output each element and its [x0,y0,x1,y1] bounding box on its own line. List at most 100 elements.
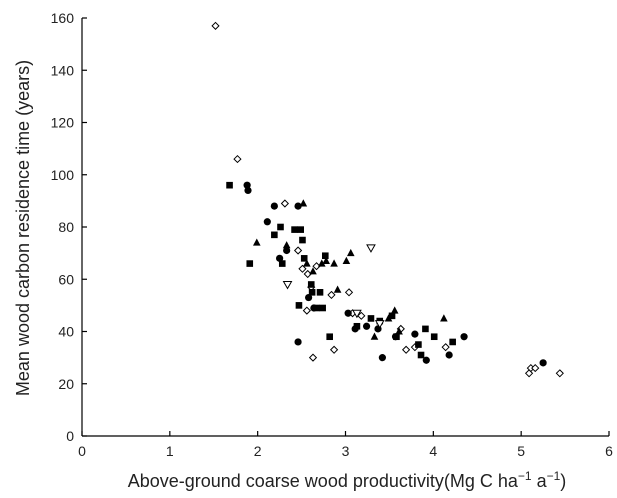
data-point-circle-filled [276,254,284,262]
data-point-circle-filled [422,356,430,364]
data-point-triangle-up-filled [440,314,448,322]
data-point-square-filled [388,312,396,320]
data-point-circle-filled [445,351,453,359]
data-point-circle-filled [294,338,302,346]
data-point-triangle-up-filled [282,241,291,249]
data-point-triangle-up-filled [390,306,399,314]
data-point-triangle-up-filled [299,199,308,207]
data-point-diamond-open [302,306,311,315]
y-tick-label: 120 [51,115,75,131]
data-point-circle-filled [411,330,419,338]
data-point-diamond-open [298,264,307,273]
data-point-triangle-up-filled [384,314,393,322]
data-point-diamond-open [531,363,540,373]
y-tick-label: 60 [58,271,74,287]
data-point-diamond-open [303,269,312,279]
data-point-circle-filled [539,359,547,367]
x-axis-title-sup1: −1 [518,469,532,483]
y-tick-label: 0 [66,428,74,444]
data-point-circle-filled [294,202,302,210]
data-point-diamond-open [308,353,318,362]
x-tick-label: 1 [166,443,174,459]
data-point-square-filled [353,322,361,330]
data-point-circle-filled [305,293,313,302]
x-axis-title: Above-ground coarse wood productivity(Mg… [128,469,567,491]
data-point-triangle-up-filled [330,259,338,267]
data-point-square-filled [299,236,306,244]
data-point-triangle-up-filled [395,327,403,335]
y-tick-label: 40 [58,324,74,340]
data-point-circle-filled [263,218,271,226]
data-point-diamond-open [280,199,290,208]
data-point-triangle-up-filled [322,256,330,264]
y-tick-label: 80 [58,219,74,235]
data-point-diamond-open [233,154,242,164]
data-point-triangle-up-filled [309,267,317,275]
x-tick-label: 0 [78,443,86,459]
data-point-diamond-open [401,345,411,354]
data-point-square-filled [319,304,326,312]
data-point-square-filled [393,333,400,341]
data-point-square-filled [417,351,425,359]
x-tick-label: 4 [429,443,437,459]
data-point-square-filled [246,260,254,267]
x-tick-label: 6 [605,443,613,459]
data-point-circle-filled [378,354,386,362]
data-point-diamond-open [327,290,336,300]
data-point-triangle-down-open [352,309,362,319]
x-tick-label: 3 [342,443,350,459]
data-point-diamond-open [329,345,339,354]
data-point-diamond-open [357,311,366,320]
y-tick-label: 100 [51,167,75,183]
data-point-square-filled [316,289,324,296]
data-point-square-filled [277,223,284,231]
x-tick-label: 5 [517,443,525,459]
data-point-triangle-up-filled [342,256,351,264]
data-point-diamond-open [555,369,564,378]
data-point-square-filled [321,252,329,260]
data-point-square-filled [308,289,316,296]
data-point-square-filled [367,315,375,322]
data-point-square-filled [449,338,456,346]
data-point-circle-filled [270,202,278,210]
data-points [211,21,564,378]
data-point-circle-filled [362,322,371,330]
plot-area: 0 1 2 3 4 5 6 0 20 40 60 80 100 120 140 160 [51,10,613,459]
data-point-square-filled [271,231,278,239]
data-point-diamond-open [211,21,220,30]
x-tick-label: 2 [254,443,262,459]
data-point-circle-filled [283,246,291,255]
x-axis-title-mid: a [532,471,548,491]
data-point-triangle-up-filled [303,259,311,267]
y-tick-label: 140 [51,62,75,78]
x-axis-title-sup2: −1 [547,469,561,483]
data-point-circle-filled [460,333,468,341]
data-point-square-filled [422,325,429,333]
data-point-square-filled [295,302,303,309]
data-point-triangle-up-filled [333,285,342,293]
data-point-diamond-open [293,246,303,255]
data-point-diamond-open [441,343,450,352]
data-point-triangle-up-filled [252,238,261,246]
x-axis-title-main: Above-ground coarse wood productivity(Mg… [128,471,519,491]
y-axis-title: Mean wood carbon residence time (years) [13,60,33,396]
data-point-square-filled [291,226,298,233]
data-point-circle-filled [344,309,352,317]
data-point-square-filled [300,255,308,262]
data-point-square-filled [278,260,286,267]
y-tick-label: 20 [58,376,74,392]
data-point-square-filled [297,226,305,233]
data-point-triangle-down-open [374,320,385,329]
y-tick-label: 160 [51,10,75,26]
x-axis-ticks: 0 1 2 3 4 5 6 [78,431,613,459]
data-point-square-filled [415,341,422,348]
data-point-triangle-down-open [366,244,376,253]
x-axis-title-end: ) [560,471,566,491]
data-point-triangle-down-open [282,280,293,290]
data-point-square-filled [326,333,333,341]
data-point-square-filled [313,304,320,312]
data-point-diamond-open [344,288,354,297]
data-point-square-filled [226,181,233,189]
data-point-triangle-up-filled [370,332,379,340]
